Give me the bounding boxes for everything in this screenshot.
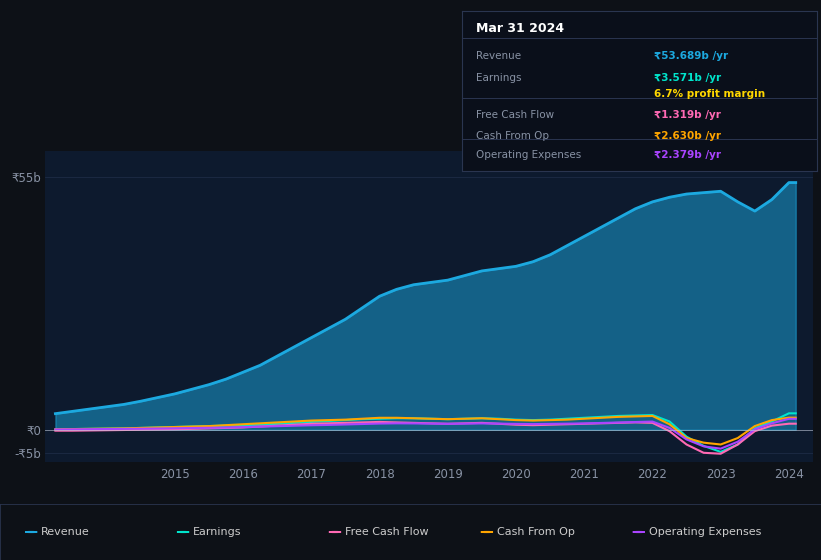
Text: Revenue: Revenue <box>41 527 89 537</box>
Text: ₹1.319b /yr: ₹1.319b /yr <box>654 110 721 120</box>
Text: Operating Expenses: Operating Expenses <box>649 527 761 537</box>
Text: 6.7% profit margin: 6.7% profit margin <box>654 89 765 99</box>
Text: Mar 31 2024: Mar 31 2024 <box>476 22 565 35</box>
Circle shape <box>633 531 644 533</box>
Circle shape <box>329 531 341 533</box>
Text: ₹3.571b /yr: ₹3.571b /yr <box>654 73 721 83</box>
Text: Operating Expenses: Operating Expenses <box>476 150 581 160</box>
Text: Cash From Op: Cash From Op <box>497 527 575 537</box>
Circle shape <box>177 531 189 533</box>
Text: Free Cash Flow: Free Cash Flow <box>345 527 429 537</box>
Text: Earnings: Earnings <box>476 73 522 83</box>
Text: Revenue: Revenue <box>476 51 521 61</box>
Circle shape <box>481 531 493 533</box>
Text: Free Cash Flow: Free Cash Flow <box>476 110 554 120</box>
Text: ₹53.689b /yr: ₹53.689b /yr <box>654 51 728 61</box>
Text: Cash From Op: Cash From Op <box>476 130 549 141</box>
Text: ₹2.630b /yr: ₹2.630b /yr <box>654 130 721 141</box>
Circle shape <box>25 531 37 533</box>
Text: Earnings: Earnings <box>193 527 241 537</box>
Text: ₹2.379b /yr: ₹2.379b /yr <box>654 150 721 160</box>
